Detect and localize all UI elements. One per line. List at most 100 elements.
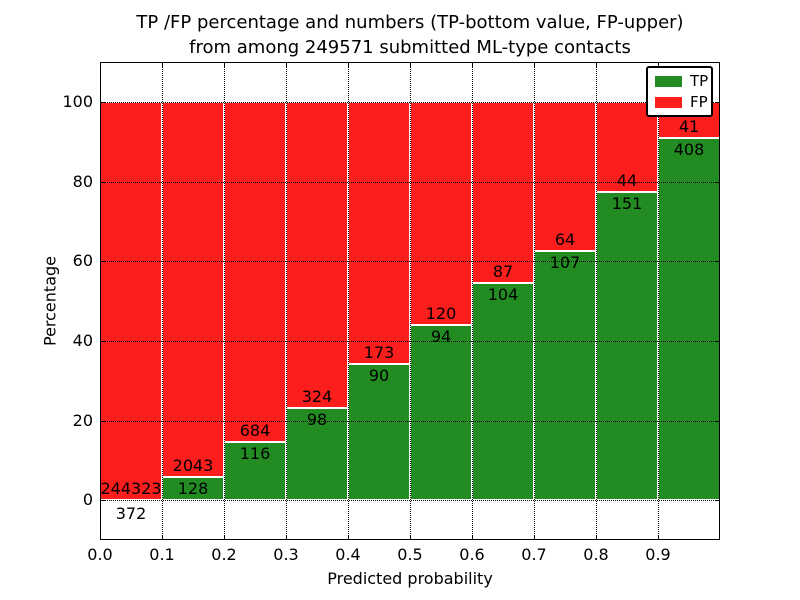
legend-entry-label: TP [690, 72, 709, 90]
chart-title: TP /FP percentage and numbers (TP-bottom… [100, 10, 720, 60]
x-tick-mark-bottom [658, 535, 659, 540]
fp-count-label: 120 [425, 304, 457, 324]
y-tick-label: 0 [82, 490, 93, 510]
vertical-gridline [534, 62, 535, 540]
y-tick-mark-right [715, 261, 720, 263]
x-tick-mark-bottom [596, 535, 597, 540]
tp-count-label: 94 [430, 327, 452, 347]
vertical-gridline [658, 62, 659, 540]
plot-area: 244323 372 2043 128 684 116 324 98 173 90 120 94 87 1… [100, 62, 720, 540]
x-tick-label: 0.3 [273, 545, 299, 564]
x-tick-mark-bottom [472, 535, 473, 540]
fp-count-label: 2043 [172, 455, 214, 475]
y-tick-mark-left [100, 261, 105, 263]
fp-bar-segment [100, 101, 162, 500]
y-tick-mark-right [715, 101, 720, 103]
tp-bar-segment [658, 138, 720, 501]
y-tick-label: 80 [72, 171, 93, 191]
x-tick-mark-top [658, 62, 659, 67]
fp-count-label: 244323 [100, 478, 162, 498]
vertical-gridline [596, 62, 597, 540]
y-tick-mark-left [100, 420, 105, 422]
chart-title-line1: TP /FP percentage and numbers (TP-bottom… [136, 12, 684, 33]
y-tick-mark-right [715, 500, 720, 502]
tp-count-label: 90 [368, 365, 390, 385]
tp-count-label: 98 [306, 409, 328, 429]
tp-count-label: 116 [239, 444, 271, 464]
y-tick-label: 40 [72, 330, 93, 350]
fp-count-label: 173 [363, 342, 395, 362]
y-tick-label: 100 [62, 91, 93, 111]
legend-entry-label: FP [690, 93, 708, 111]
x-tick-mark-bottom [348, 535, 349, 540]
horizontal-gridline [100, 181, 720, 183]
tp-count-label: 104 [487, 285, 519, 305]
x-tick-mark-bottom [224, 535, 225, 540]
x-tick-label: 0.8 [583, 545, 609, 564]
tp-bar-segment [534, 250, 596, 501]
y-tick-mark-right [715, 420, 720, 422]
x-tick-label: 0.6 [459, 545, 485, 564]
x-tick-mark-top [472, 62, 473, 67]
tp-bar-segment [286, 407, 348, 501]
horizontal-gridline [100, 500, 720, 502]
fp-bar-segment [224, 101, 286, 443]
x-tick-label: 0.0 [87, 545, 113, 564]
x-tick-label: 0.1 [149, 545, 175, 564]
y-tick-label: 60 [72, 251, 93, 271]
tp-bar-segment [596, 191, 658, 501]
fp-bar-segment [286, 101, 348, 408]
x-tick-mark-top [224, 62, 225, 67]
fp-bar-segment [410, 101, 472, 326]
legend-entry: FP [655, 95, 708, 110]
fp-count-label: 684 [239, 421, 271, 441]
fp-count-label: 41 [678, 117, 700, 137]
y-tick-mark-right [715, 340, 720, 342]
tp-bar-segment [472, 283, 534, 501]
fp-count-label: 324 [301, 386, 333, 406]
tp-bar-segment [410, 325, 472, 501]
legend: TP FP [646, 66, 713, 117]
legend-entry: TP [655, 74, 708, 89]
x-tick-mark-top [286, 62, 287, 67]
x-tick-mark-top [534, 62, 535, 67]
vertical-gridline [472, 62, 473, 540]
tp-count-label: 128 [177, 478, 209, 498]
y-tick-mark-left [100, 181, 105, 183]
vertical-gridline [286, 62, 287, 540]
x-tick-label: 0.5 [397, 545, 423, 564]
fp-bar-segment [534, 101, 596, 251]
x-tick-label: 0.7 [521, 545, 547, 564]
vertical-gridline [410, 62, 411, 540]
tp-legend-swatch [655, 76, 682, 87]
x-tick-label: 0.9 [645, 545, 671, 564]
x-tick-mark-bottom [410, 535, 411, 540]
y-tick-mark-left [100, 500, 105, 502]
horizontal-gridline [100, 101, 720, 103]
x-tick-label: 0.2 [211, 545, 237, 564]
fp-count-label: 64 [554, 229, 576, 249]
tp-count-label: 107 [549, 252, 581, 272]
y-tick-mark-right [715, 181, 720, 183]
x-axis-label: Predicted probability [327, 569, 493, 588]
horizontal-gridline [100, 261, 720, 263]
y-tick-label: 20 [72, 410, 93, 430]
vertical-gridline [348, 62, 349, 540]
tp-count-label: 151 [611, 193, 643, 213]
fp-bar-segment [348, 101, 410, 364]
x-tick-mark-bottom [162, 535, 163, 540]
x-tick-label: 0.4 [335, 545, 361, 564]
fp-count-label: 44 [616, 170, 638, 190]
fp-bar-segment [472, 101, 534, 284]
fp-legend-swatch [655, 97, 682, 108]
vertical-gridline [224, 62, 225, 540]
tp-count-label: 372 [115, 504, 147, 524]
x-tick-mark-top [162, 62, 163, 67]
y-tick-mark-left [100, 340, 105, 342]
y-tick-mark-left [100, 101, 105, 103]
tp-count-label: 408 [673, 140, 705, 160]
tp-bar-segment [224, 442, 286, 501]
fp-count-label: 87 [492, 262, 514, 282]
x-tick-mark-top [348, 62, 349, 67]
